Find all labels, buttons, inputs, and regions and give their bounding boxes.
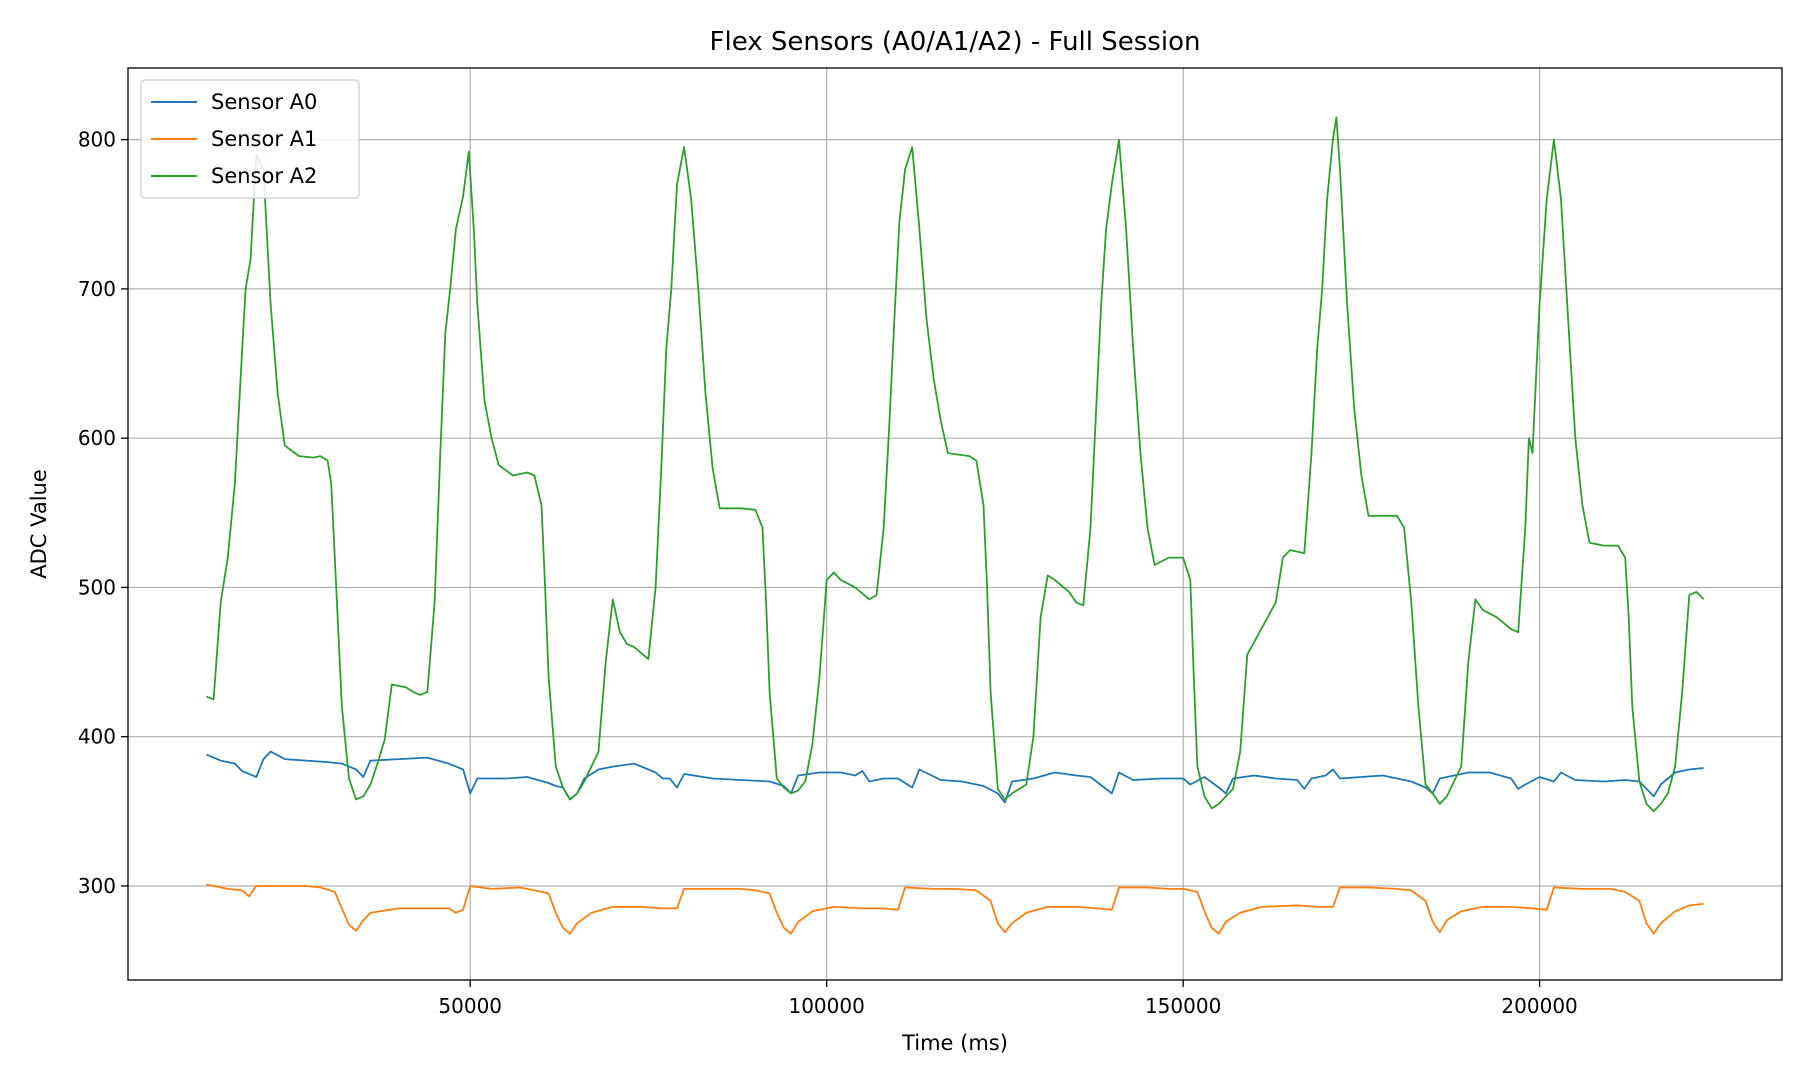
series-lines [206, 116, 1705, 935]
plot-frame [127, 67, 1783, 981]
x-tick-label: 150000 [1145, 994, 1221, 1018]
chart-title: Flex Sensors (A0/A1/A2) - Full Session [710, 27, 1201, 57]
series-line-1 [206, 883, 1704, 935]
y-axis-label: ADC Value [27, 469, 51, 579]
grid [128, 68, 1782, 980]
legend-entry: Sensor A0 [211, 90, 317, 114]
series-line-0 [206, 750, 1704, 804]
legend-entry: Sensor A1 [211, 127, 317, 151]
x-tick-label: 50000 [438, 994, 502, 1018]
legend-entry: Sensor A2 [211, 164, 317, 188]
legend: Sensor A0 Sensor A1 Sensor A2 [140, 79, 360, 199]
y-tick-label: 700 [78, 277, 116, 301]
y-tick-label: 600 [78, 426, 116, 450]
y-tick-label: 800 [78, 128, 116, 152]
y-tick-label: 400 [78, 725, 116, 749]
legend-box [140, 79, 360, 199]
y-tick-label: 300 [78, 874, 116, 898]
series-line-2 [206, 116, 1705, 813]
x-tick-label: 100000 [788, 994, 864, 1018]
axis-ticks: 50000 100000 150000 200000 300 400 500 600 700 80… [78, 128, 1578, 1018]
y-tick-label: 500 [78, 575, 116, 599]
x-axis-label: Time (ms) [901, 1031, 1008, 1055]
x-tick-label: 200000 [1501, 994, 1577, 1018]
